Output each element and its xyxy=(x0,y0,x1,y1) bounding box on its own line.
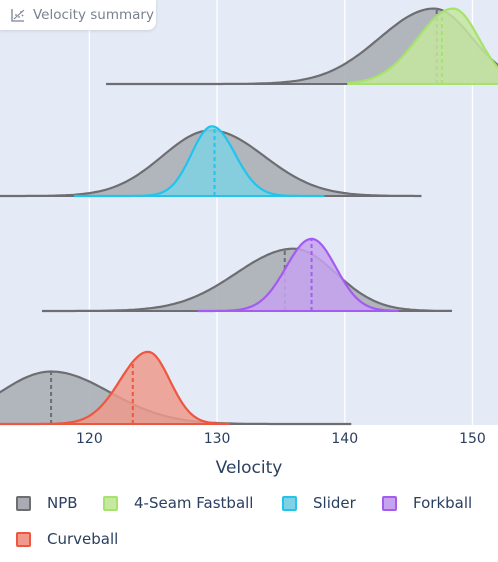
legend-label: Curveball xyxy=(47,530,119,548)
legend-label: NPB xyxy=(47,494,78,512)
x-tick-label: 130 xyxy=(204,431,231,447)
legend-swatch xyxy=(16,531,31,547)
legend-item-slider[interactable]: Slider xyxy=(282,494,356,512)
ridge-row xyxy=(0,125,422,198)
x-axis-title: Velocity xyxy=(215,458,283,478)
pitcher-density-curve-fill xyxy=(347,8,498,84)
pitcher-density-curve-fill xyxy=(0,351,230,424)
legend-item-npb[interactable]: NPB xyxy=(16,494,78,512)
legend-swatch xyxy=(16,495,31,511)
scatter-chart-icon xyxy=(11,9,25,22)
legend-swatch xyxy=(282,495,297,511)
x-tick-label: 150 xyxy=(459,431,486,447)
legend-item-4-seam-fastball[interactable]: 4-Seam Fastball xyxy=(103,494,253,512)
chart-title-badge[interactable]: Velocity summary xyxy=(0,0,156,30)
x-tick-label: 120 xyxy=(76,431,103,447)
ridge-row xyxy=(105,7,498,86)
legend-item-curveball[interactable]: Curveball xyxy=(16,530,118,548)
legend-label: 4-Seam Fastball xyxy=(134,494,254,512)
pitcher-density-curve-fill xyxy=(197,238,399,311)
legend-swatch xyxy=(103,495,118,511)
legend-item-forkball[interactable]: Forkball xyxy=(382,494,472,512)
legend-label: Slider xyxy=(313,494,356,512)
npb-density-curve-fill xyxy=(0,371,352,424)
pitcher-density-curve-fill xyxy=(74,126,325,196)
legend-swatch xyxy=(382,495,397,511)
chart-title-badge-label: Velocity summary xyxy=(33,7,154,23)
legend-label: Forkball xyxy=(413,494,473,512)
ridge-row xyxy=(0,350,352,426)
pitcher-density-curve xyxy=(347,7,498,85)
ridge-row xyxy=(42,237,453,313)
x-tick-label: 140 xyxy=(331,431,358,447)
